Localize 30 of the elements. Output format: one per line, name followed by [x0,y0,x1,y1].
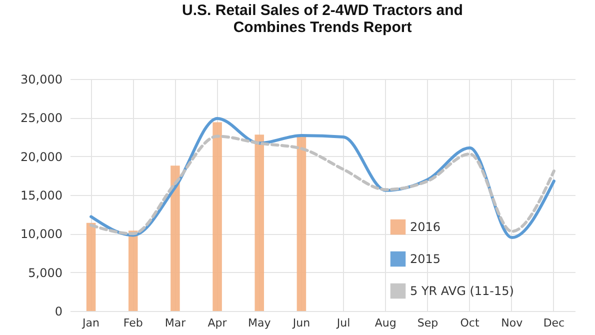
bar [254,134,264,311]
bar [212,122,222,311]
y-tick-label: 0 [54,304,62,318]
x-tick-label: Nov [501,316,524,330]
x-tick-label: Sep [417,316,438,330]
line-series [90,134,556,236]
x-tick-label: Jun [292,316,310,330]
y-tick-label: 5,000 [28,266,62,280]
y-tick-label: 25,000 [20,111,62,126]
x-tick-label: Apr [208,316,228,330]
x-tick-label: Oct [460,316,480,330]
y-tick-label: 30,000 [20,72,62,86]
y-tick-label: 20,000 [20,150,62,164]
x-tick-label: May [248,316,272,330]
x-tick-label: Mar [164,316,186,330]
x-tick-label: Feb [123,316,143,330]
x-tick-label: Jan [82,316,100,330]
x-tick-label: Aug [374,316,396,330]
y-tick-label: 10,000 [20,227,62,242]
legend-label: 5 YR AVG (11-15) [410,284,514,298]
legend-label: 2015 [410,252,441,266]
bar [128,230,138,311]
chart-title: U.S. Retail Sales of 2-4WD Tractors and Combines Trends Report [182,2,463,36]
legend-label: 2016 [410,220,441,234]
bar [296,135,306,311]
bar [170,166,180,311]
y-tick-label: 15,000 [20,188,62,202]
x-tick-label: Jul [336,316,350,330]
x-tick-label: Dec [543,316,565,330]
bar [86,222,96,311]
